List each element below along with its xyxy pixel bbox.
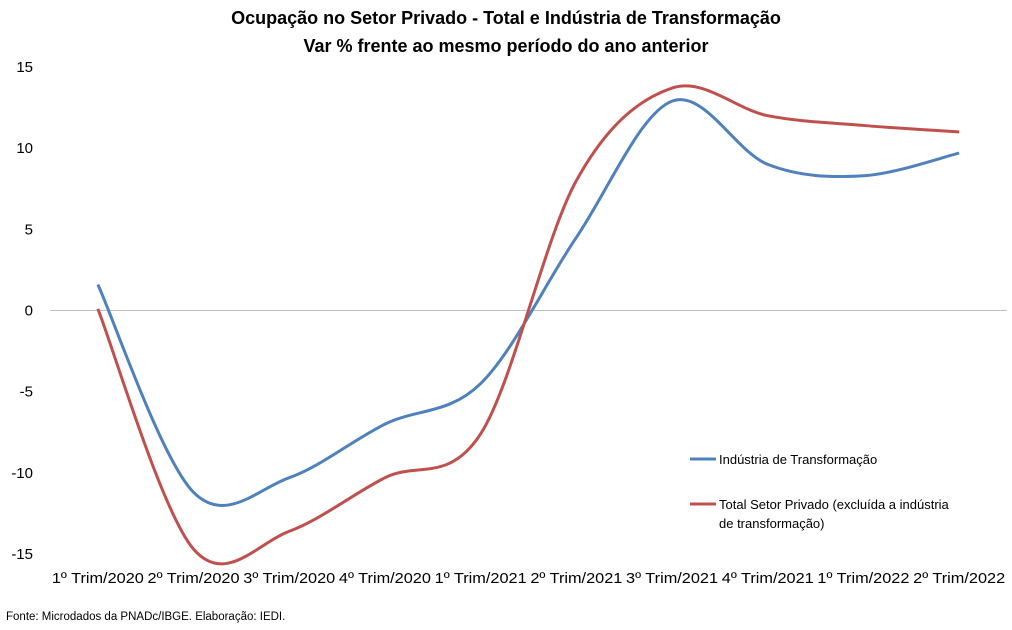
chart-subtitle: Var % frente ao mesmo período do ano ant… xyxy=(303,36,709,56)
x-tick-label: 2º Trim/2022 xyxy=(913,570,1005,587)
x-tick-label: 2º Trim/2021 xyxy=(530,570,622,587)
y-tick-label: 0 xyxy=(25,303,33,320)
chart-title: Ocupação no Setor Privado - Total e Indú… xyxy=(231,8,781,28)
series-line-total xyxy=(96,84,960,566)
legend-label-total-line2: de transformação) xyxy=(719,516,825,531)
x-tick-label: 1º Trim/2020 xyxy=(52,570,144,587)
y-tick-label: 15 xyxy=(16,59,33,76)
series-lines xyxy=(96,84,960,566)
x-tick-label: 3º Trim/2020 xyxy=(243,570,335,587)
y-tick-label: -15 xyxy=(11,546,33,563)
x-tick-label: 1º Trim/2022 xyxy=(817,570,909,587)
x-tick-label: 3º Trim/2021 xyxy=(626,570,718,587)
y-tick-label: 10 xyxy=(16,140,33,157)
legend: Indústria de Transformação Total Setor P… xyxy=(690,452,950,531)
y-tick-label: -5 xyxy=(20,384,33,401)
series-line-industria xyxy=(96,98,960,507)
x-tick-label: 2º Trim/2020 xyxy=(148,570,240,587)
y-tick-label: -10 xyxy=(11,465,33,482)
x-tick-label: 4º Trim/2020 xyxy=(339,570,431,587)
x-tick-label: 1º Trim/2021 xyxy=(435,570,527,587)
x-axis-ticks: 1º Trim/2020 2º Trim/2020 3º Trim/2020 4º T… xyxy=(52,570,1005,587)
legend-label-industria: Indústria de Transformação xyxy=(719,452,877,467)
legend-label-total-line1: Total Setor Privado (excluída a indústri… xyxy=(719,497,950,512)
y-tick-label: 5 xyxy=(25,221,33,238)
x-tick-label: 4º Trim/2021 xyxy=(722,570,814,587)
y-axis-ticks: 15 10 5 0 -5 -10 -15 xyxy=(11,59,33,563)
source-note: Fonte: Microdados da PNADc/IBGE. Elabora… xyxy=(6,611,286,623)
